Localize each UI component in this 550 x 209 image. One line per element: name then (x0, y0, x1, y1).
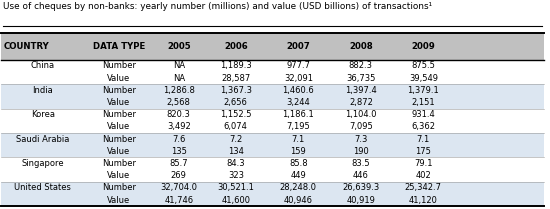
Text: 30,521.1: 30,521.1 (217, 184, 254, 192)
Text: COUNTRY: COUNTRY (3, 42, 49, 51)
Text: Number: Number (102, 86, 136, 95)
Text: NA: NA (173, 61, 185, 70)
Text: 83.5: 83.5 (351, 159, 370, 168)
Text: 159: 159 (290, 147, 306, 156)
Bar (1, 145, 544, 157)
Bar (1, 84, 544, 97)
Text: Number: Number (102, 184, 136, 192)
Text: Value: Value (107, 196, 130, 205)
Text: India: India (32, 86, 53, 95)
Text: 25,342.7: 25,342.7 (405, 184, 442, 192)
Text: Number: Number (102, 159, 136, 168)
Text: 1,460.6: 1,460.6 (283, 86, 314, 95)
Text: 79.1: 79.1 (414, 159, 433, 168)
Text: 1,379.1: 1,379.1 (408, 86, 439, 95)
Text: 7.1: 7.1 (292, 135, 305, 144)
Text: 2,151: 2,151 (411, 98, 435, 107)
Text: 269: 269 (171, 171, 186, 180)
Text: United States: United States (14, 184, 72, 192)
Bar (1, 121, 544, 133)
Text: Saudi Arabia: Saudi Arabia (16, 135, 69, 144)
Text: 1,104.0: 1,104.0 (345, 110, 377, 119)
Text: Use of cheques by non-banks: yearly number (millions) and value (USD billions) o: Use of cheques by non-banks: yearly numb… (3, 2, 432, 11)
Text: NA: NA (173, 74, 185, 83)
Text: 931.4: 931.4 (411, 110, 435, 119)
Text: 36,735: 36,735 (346, 74, 376, 83)
Text: 1,189.3: 1,189.3 (220, 61, 252, 70)
Text: 41,600: 41,600 (221, 196, 250, 205)
Bar (1, 72, 544, 84)
Text: 6,074: 6,074 (224, 122, 248, 131)
Text: 2,656: 2,656 (224, 98, 248, 107)
Bar (1, 133, 544, 145)
Text: 7.3: 7.3 (354, 135, 367, 144)
Text: 1,397.4: 1,397.4 (345, 86, 377, 95)
Text: 7.2: 7.2 (229, 135, 243, 144)
Text: 26,639.3: 26,639.3 (342, 184, 380, 192)
Text: Singapore: Singapore (21, 159, 64, 168)
Text: Korea: Korea (31, 110, 55, 119)
Text: 3,492: 3,492 (167, 122, 191, 131)
Bar (1, 170, 544, 182)
Text: 1,186.1: 1,186.1 (283, 110, 314, 119)
Bar (1, 182, 544, 194)
Text: 3,244: 3,244 (287, 98, 310, 107)
Text: 820.3: 820.3 (167, 110, 191, 119)
Text: 446: 446 (353, 171, 369, 180)
Text: 2007: 2007 (287, 42, 310, 51)
Text: China: China (31, 61, 55, 70)
Text: Value: Value (107, 171, 130, 180)
Text: 41,120: 41,120 (409, 196, 438, 205)
Text: Value: Value (107, 147, 130, 156)
Text: 1,152.5: 1,152.5 (220, 110, 251, 119)
Text: 7.6: 7.6 (172, 135, 185, 144)
Text: 39,549: 39,549 (409, 74, 438, 83)
Text: 85.7: 85.7 (169, 159, 188, 168)
Text: Number: Number (102, 110, 136, 119)
Text: DATA TYPE: DATA TYPE (93, 42, 145, 51)
Bar (1, 194, 544, 206)
Text: 2,568: 2,568 (167, 98, 191, 107)
Text: 40,919: 40,919 (346, 196, 375, 205)
Text: 2008: 2008 (349, 42, 373, 51)
Text: 2005: 2005 (167, 42, 190, 51)
Text: 28,587: 28,587 (221, 74, 250, 83)
Text: 7,095: 7,095 (349, 122, 373, 131)
Text: 28,248.0: 28,248.0 (280, 184, 317, 192)
Text: 2,872: 2,872 (349, 98, 373, 107)
Text: 977.7: 977.7 (287, 61, 310, 70)
Bar (1, 60, 544, 72)
Text: 135: 135 (171, 147, 186, 156)
Text: Number: Number (102, 61, 136, 70)
Text: 32,704.0: 32,704.0 (160, 184, 197, 192)
Text: Value: Value (107, 98, 130, 107)
Text: 40,946: 40,946 (284, 196, 313, 205)
Text: Number: Number (102, 135, 136, 144)
Bar (1, 97, 544, 109)
Text: 134: 134 (228, 147, 244, 156)
Bar (1, 157, 544, 170)
Text: 190: 190 (353, 147, 369, 156)
Text: 175: 175 (415, 147, 431, 156)
Text: 32,091: 32,091 (284, 74, 313, 83)
Text: 84.3: 84.3 (227, 159, 245, 168)
Text: 41,746: 41,746 (164, 196, 193, 205)
Text: 402: 402 (415, 171, 431, 180)
Text: 2006: 2006 (224, 42, 248, 51)
Text: Value: Value (107, 122, 130, 131)
Text: 323: 323 (228, 171, 244, 180)
Text: 449: 449 (290, 171, 306, 180)
Text: Value: Value (107, 74, 130, 83)
Text: 875.5: 875.5 (411, 61, 435, 70)
Bar (1, 109, 544, 121)
Text: 1,367.3: 1,367.3 (220, 86, 252, 95)
Text: 2009: 2009 (411, 42, 435, 51)
Text: 1,286.8: 1,286.8 (163, 86, 195, 95)
Text: 7,195: 7,195 (287, 122, 310, 131)
Text: 882.3: 882.3 (349, 61, 373, 70)
Text: 7.1: 7.1 (417, 135, 430, 144)
Text: 6,362: 6,362 (411, 122, 436, 131)
Text: 85.8: 85.8 (289, 159, 307, 168)
